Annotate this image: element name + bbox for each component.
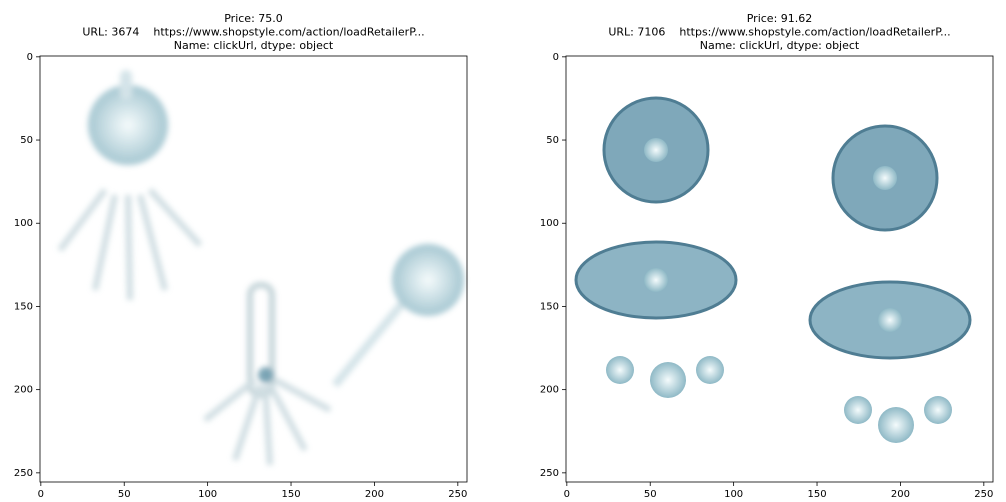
chart-title: Price: 91.62 (747, 12, 813, 25)
x-tick-label: 200 (891, 489, 910, 500)
y-tick-label: 0 (553, 52, 559, 63)
x-tick-label: 100 (724, 489, 743, 500)
x-tick-label: 150 (281, 489, 300, 500)
x-tick-label: 50 (644, 489, 657, 500)
y-tick-label: 150 (14, 301, 33, 312)
x-tick-label: 150 (807, 489, 826, 500)
x-tick-label: 250 (974, 489, 993, 500)
y-tick-label: 100 (14, 218, 33, 229)
x-tick-label: 200 (365, 489, 384, 500)
x-tick-label: 100 (198, 489, 217, 500)
x-tick-label: 0 (564, 489, 570, 500)
chart-title: Name: clickUrl, dtype: object (174, 39, 334, 52)
x-tick-label: 50 (118, 489, 131, 500)
chart-title: URL: 7106 https://www.shopstyle.com/acti… (608, 26, 950, 39)
y-tick-label: 200 (540, 385, 559, 396)
y-tick-label: 0 (27, 52, 33, 63)
chart-title: Name: clickUrl, dtype: object (700, 39, 860, 52)
y-tick-label: 100 (540, 218, 559, 229)
chart-title: URL: 3674 https://www.shopstyle.com/acti… (82, 26, 424, 39)
x-tick-label: 250 (448, 489, 467, 500)
axes-frame (39, 55, 468, 483)
y-tick-label: 250 (540, 468, 559, 479)
y-tick-label: 50 (546, 135, 559, 146)
y-tick-label: 50 (20, 135, 33, 146)
chart-title: Price: 75.0 (224, 12, 283, 25)
y-tick-label: 250 (14, 468, 33, 479)
y-tick-label: 200 (14, 385, 33, 396)
image-left (57, 70, 464, 466)
image-right (574, 96, 972, 443)
x-tick-label: 0 (38, 489, 44, 500)
axes-frame (565, 55, 994, 483)
y-tick-label: 150 (540, 301, 559, 312)
